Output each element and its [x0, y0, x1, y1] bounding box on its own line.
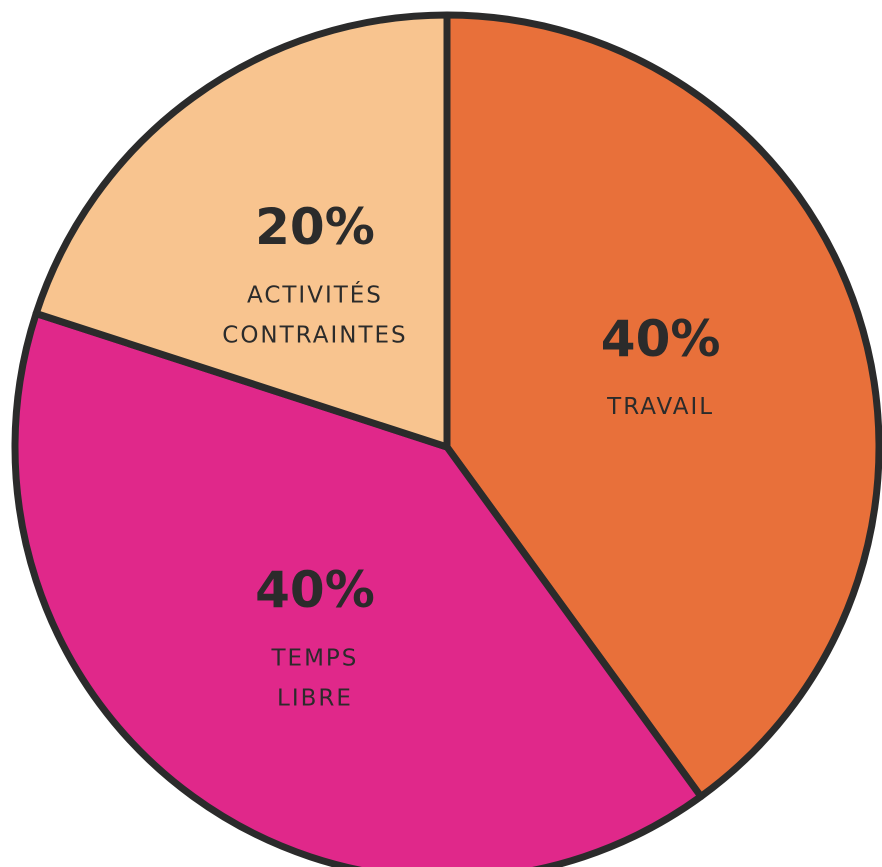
pie-slice [11, 310, 705, 867]
value-label: 20% [255, 198, 375, 256]
category-label: TEMPS LIBRE [271, 645, 359, 711]
category-label: ACTIVITÉS CONTRAINTES [222, 280, 407, 348]
value-label: 40% [255, 561, 375, 619]
pie-slice [32, 11, 451, 451]
category-label: TRAVAIL [606, 394, 714, 420]
value-label: 40% [601, 310, 721, 368]
pie-slice [443, 11, 882, 800]
